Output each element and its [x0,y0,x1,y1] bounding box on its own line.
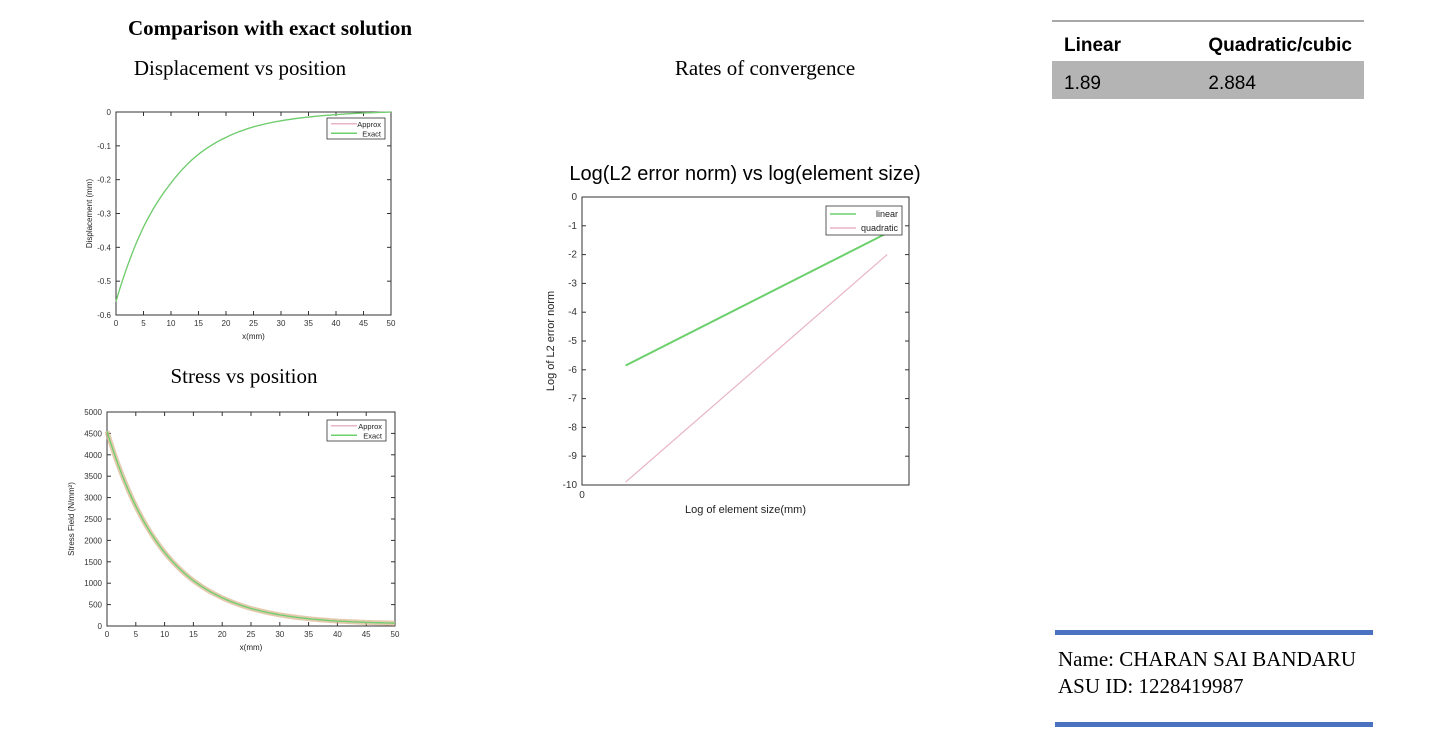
legend-label: Approx [357,120,381,129]
plot-frame [106,411,396,627]
series-line-linear [625,232,888,367]
series-line-exact [106,431,396,624]
accent-bar-top [1055,630,1373,635]
author-id: ASU ID: 1228419987 [1058,674,1244,698]
y-tick-label: -0.4 [97,243,111,252]
x-tick-label: 5 [141,319,146,328]
stress-chart: 0500100015002000250030003500400045005000… [67,408,400,652]
y-tick-label: 1500 [84,558,102,567]
header-quadratic: Quadratic/cubic [1208,35,1352,56]
x-tick-label: 10 [160,630,169,639]
y-tick-label: -0.3 [97,210,111,219]
y-tick-label: 500 [89,601,103,610]
x-tick-label: 45 [362,630,371,639]
y-axis-label: Log of L2 error norm [545,291,557,391]
rates-title: Rates of convergence [674,56,856,80]
legend-box [825,205,903,236]
loglog-title: Log(L2 error norm) vs log(element size) [569,163,921,185]
legend-label: quadratic [861,223,899,233]
y-tick-label: 0 [571,192,577,203]
x-tick-label: 5 [134,630,139,639]
x-tick-label: 40 [333,630,342,639]
header-linear: Linear [1064,35,1122,56]
accent-bar-bottom [1055,722,1373,727]
y-tick-label: -8 [568,422,577,433]
y-tick-label: 0 [98,622,103,631]
y-tick-label: 3500 [84,472,102,481]
legend-label: Approx [358,422,382,431]
x-tick-label: 30 [275,630,284,639]
x-tick-label: 35 [304,630,313,639]
y-tick-label: -0.2 [97,176,111,185]
results-table: Linear Quadratic/cubic 1.89 2.884 [1052,20,1364,99]
y-tick-label: -0.6 [97,311,111,320]
x-tick-label: 30 [277,319,286,328]
plot-frame [581,196,910,486]
y-axis-label: Displacement (mm) [85,178,94,248]
x-tick-label: 35 [304,319,313,328]
legend-label: Exact [362,129,382,138]
x-tick-label: 15 [194,319,203,328]
x-axis-label: x(mm) [240,643,263,652]
y-tick-label: 2500 [84,515,102,524]
results-value-row: 1.89 2.884 [1052,61,1364,99]
y-tick-label: -10 [563,480,578,491]
y-tick-label: -1 [568,221,577,232]
x-tick-label: 25 [249,319,258,328]
plot-frame [115,111,392,316]
author-name: Name: CHARAN SAI BANDARU [1058,647,1357,671]
heading: Comparison with exact solution [127,16,413,40]
y-tick-label: -7 [568,394,577,405]
x-tick-label: 50 [391,630,400,639]
x-tick-label: 0 [579,490,585,501]
y-tick-label: -6 [568,365,577,376]
displacement-chart: 0-0.1-0.2-0.3-0.4-0.5-0.60 5 10 15 20 25 30 35 4… [85,108,396,341]
x-tick-label: 50 [387,319,396,328]
value-linear: 1.89 [1052,61,1197,99]
y-tick-label: 1000 [84,579,102,588]
y-tick-label: 4000 [84,451,102,460]
x-tick-label: 25 [247,630,256,639]
y-tick-label: -5 [568,336,577,347]
x-tick-label: 20 [218,630,227,639]
y-tick-label: 4500 [84,429,102,438]
results-header-row: Linear Quadratic/cubic [1052,22,1364,61]
displacement-title: Displacement vs position [133,56,347,80]
value-quadratic: 2.884 [1196,61,1364,99]
x-axis-label: x(mm) [242,332,265,341]
x-tick-label: 0 [114,319,119,328]
y-tick-label: 0 [107,108,112,117]
series-line-quadratic [625,254,888,483]
y-tick-label: 3000 [84,494,102,503]
legend-label: Exact [363,431,383,440]
x-tick-label: 45 [359,319,368,328]
y-tick-label: -0.5 [97,277,111,286]
y-tick-label: -4 [568,307,577,318]
legend-label: linear [876,209,898,219]
x-axis-label: Log of element size(mm) [685,504,806,516]
y-tick-label: -3 [568,278,577,289]
x-tick-label: 15 [189,630,198,639]
series-line-exact [115,111,392,302]
y-tick-label: 2000 [84,536,102,545]
x-tick-label: 0 [105,630,110,639]
author-block: Name: CHARAN SAI BANDARU ASU ID: 1228419… [1058,646,1356,700]
x-tick-label: 40 [332,319,341,328]
x-tick-label: 20 [222,319,231,328]
y-tick-label: -2 [568,250,577,261]
y-tick-label: -0.1 [97,142,111,151]
y-tick-label: -9 [568,451,577,462]
y-axis-label: Stress Field (N/mm²) [67,482,76,556]
x-tick-label: 10 [167,319,176,328]
y-tick-label: 5000 [84,408,102,417]
stress-title: Stress vs position [170,364,318,388]
